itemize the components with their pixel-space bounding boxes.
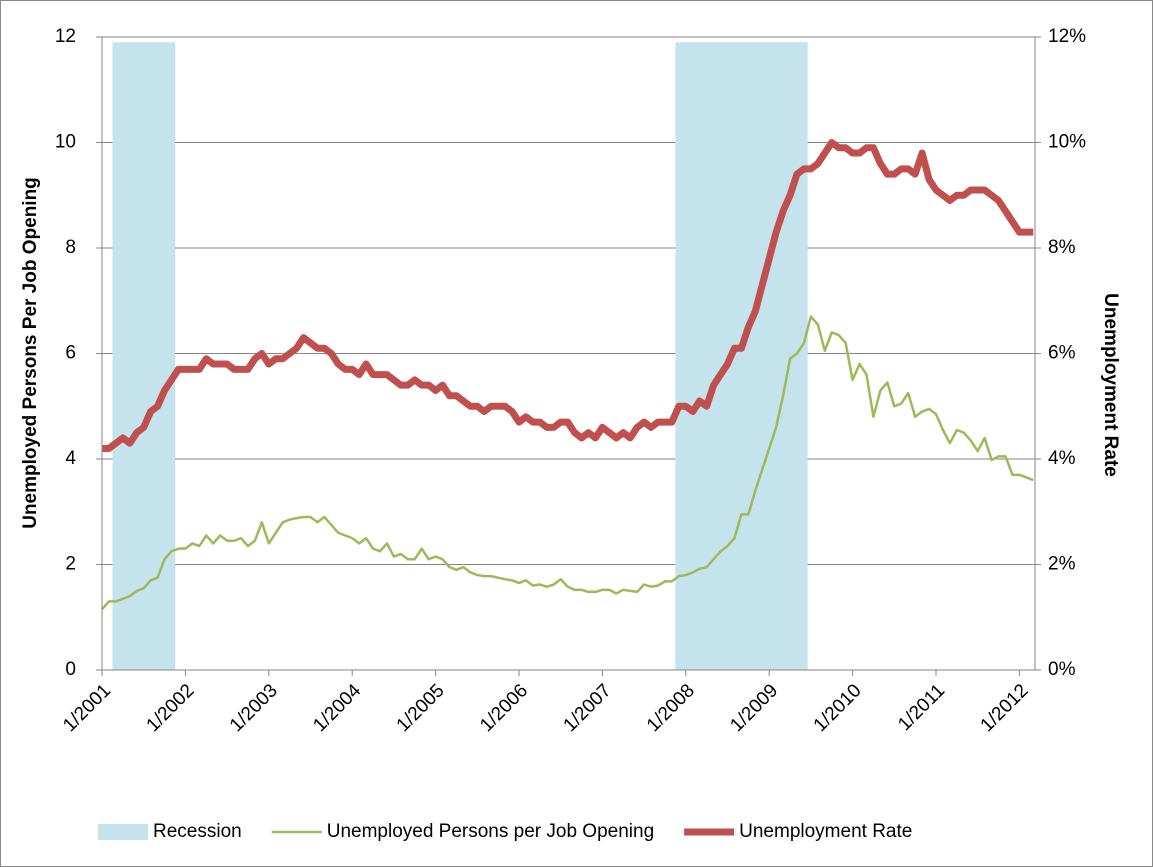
recession-bar (696, 42, 704, 670)
series-line (101, 315, 1034, 611)
y2-tick-label: 6% (1048, 343, 1076, 364)
recession-bar (119, 42, 127, 670)
y2-axis-title: Unemployment Rate (1100, 293, 1121, 477)
legend-label: Recession (153, 821, 242, 842)
recession-bar (772, 42, 780, 670)
recession-bar (703, 42, 711, 670)
recession-bar (147, 42, 155, 670)
recession-bar (168, 42, 176, 670)
y-tick-label: 2 (65, 554, 76, 575)
recession-bar (133, 42, 141, 670)
recession-bar (744, 42, 753, 670)
y2-tick-label: 10% (1048, 132, 1086, 153)
recession-bar (786, 42, 794, 670)
y-tick-label: 0 (65, 659, 76, 680)
legend-label: Unemployment Rate (739, 821, 912, 842)
y2-tick-label: 8% (1048, 237, 1076, 258)
recession-bar (161, 42, 169, 670)
legend-label: Unemployed Persons per Job Opening (327, 821, 654, 842)
recession-bar (140, 42, 148, 670)
recession-bar (737, 42, 746, 670)
y-axis-title: Unemployed Persons Per Job Opening (20, 177, 41, 529)
y-tick-label: 10 (55, 132, 76, 153)
recession-bar (765, 42, 773, 670)
series-line (102, 139, 1034, 452)
recession-bar (112, 42, 120, 670)
recession-bar (758, 42, 767, 670)
y2-tick-label: 0% (1048, 659, 1076, 680)
y-tick-label: 4 (65, 448, 76, 469)
recession-bar (682, 42, 690, 670)
recession-bar (793, 42, 801, 670)
recession-bar (717, 42, 725, 670)
recession-bar (779, 42, 787, 670)
y-tick-label: 6 (65, 343, 76, 364)
recession-bar (800, 42, 808, 670)
recession-bar (710, 42, 718, 670)
y-tick-label: 8 (65, 237, 76, 258)
recession-bar (126, 42, 134, 670)
y2-tick-label: 4% (1048, 448, 1076, 469)
y2-tick-label: 12% (1048, 26, 1086, 47)
legend-swatch (98, 824, 148, 840)
recession-bar (675, 42, 683, 670)
recession-bar (751, 42, 760, 670)
recession-bar (689, 42, 697, 670)
y2-tick-label: 2% (1048, 554, 1076, 575)
y-tick-label: 12 (55, 26, 76, 47)
recession-bar (154, 42, 162, 670)
